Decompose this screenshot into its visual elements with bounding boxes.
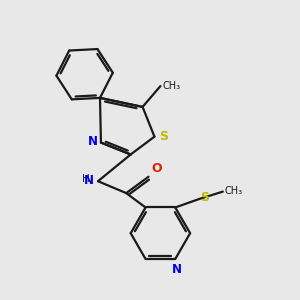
Text: N: N <box>84 173 94 187</box>
Text: CH₃: CH₃ <box>163 80 181 91</box>
Text: O: O <box>152 162 162 175</box>
Text: S: S <box>159 130 168 142</box>
Text: N: N <box>87 135 98 148</box>
Text: S: S <box>200 191 209 204</box>
Text: N: N <box>172 262 182 275</box>
Text: H: H <box>82 174 90 184</box>
Text: CH₃: CH₃ <box>225 186 243 196</box>
